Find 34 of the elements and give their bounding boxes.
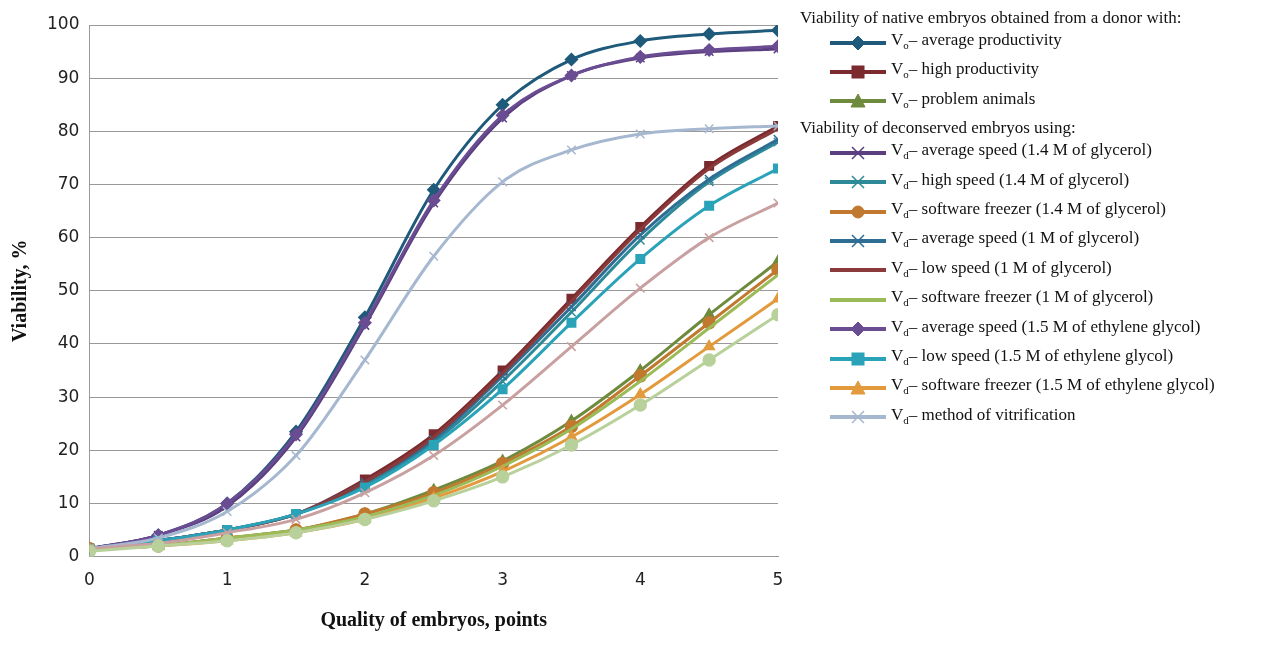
- x-tick-label: 1: [221, 569, 233, 590]
- legend-label: V$_{d}$– high speed (1.4 M of glycerol): [891, 169, 1131, 193]
- x-tick-label: 0: [84, 569, 95, 590]
- y-tick-label: 0: [68, 545, 80, 566]
- x-tick-label: 3: [497, 569, 508, 590]
- y-tick-label: 90: [57, 66, 80, 87]
- legend-label: V$_{d}$– average speed (1.5 M of ethylene glycol): [891, 316, 1202, 340]
- x-tick-label: 2: [359, 569, 371, 590]
- y-tick-label: 80: [57, 119, 80, 140]
- legend-label: V$_{o}$– high productivity: [891, 59, 1041, 83]
- text: Viability of deconserved embryos using:: [800, 118, 1077, 138]
- legend-label: V$_{d}$– software freezer (1.5 M of ethylene glycol): [891, 375, 1216, 399]
- y-tick-label: 20: [57, 438, 80, 459]
- legend-label: V$_{d}$– average speed (1.4 M of glycerol): [891, 140, 1153, 164]
- y-tick-label: 70: [57, 172, 80, 193]
- y-tick-label: 60: [57, 226, 80, 247]
- y-tick-label: 10: [57, 491, 80, 512]
- legend-label: V$_{d}$– low speed (1 M of glycerol): [891, 257, 1113, 282]
- legend-label: V$_{d}$– average speed (1 M of glycerol): [891, 228, 1141, 252]
- legend-label: V$_{d}$– low speed (1.5 M of ethylene glycol): [891, 345, 1175, 370]
- legend-label: V$_{d}$– method of vitrification: [891, 404, 1077, 429]
- x-axis-title: Quality of embryos, points: [320, 608, 548, 632]
- x-tick-label: 4: [634, 569, 646, 590]
- legend-title: Viability of native embryos obtained from a donor with:: [800, 8, 1183, 27]
- y-tick-label: 40: [57, 332, 80, 353]
- y-tick-label: 100: [46, 13, 80, 34]
- legend-label: V$_{d}$– software freezer (1 M of glycerol): [891, 287, 1155, 311]
- x-tick-label: 5: [772, 569, 784, 590]
- y-axis-title: Viability, %: [8, 239, 32, 343]
- legend-label: V$_{o}$– average productivity: [891, 30, 1063, 54]
- y-tick-label: 50: [57, 279, 80, 300]
- legend-label: V$_{d}$– software freezer (1.4 M of glycerol): [891, 198, 1168, 223]
- y-tick-label: 30: [57, 385, 80, 406]
- legend-label: V$_{o}$– problem animals: [891, 88, 1037, 113]
